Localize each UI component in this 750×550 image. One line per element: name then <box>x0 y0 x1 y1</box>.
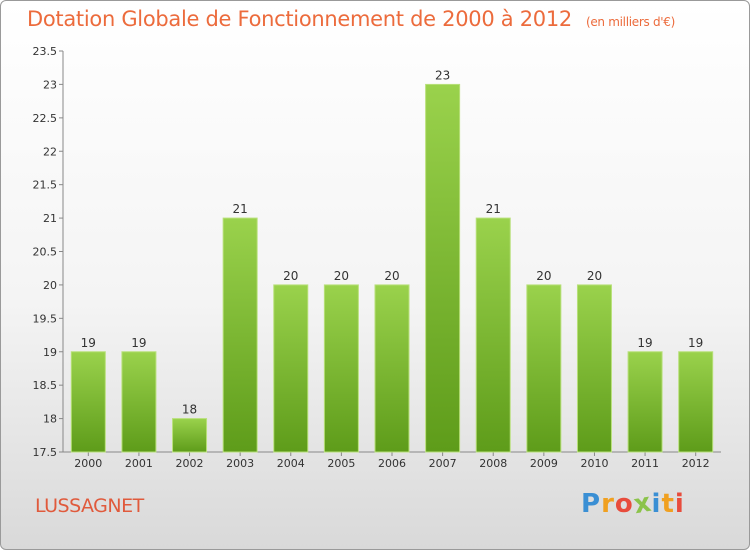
logo-letter: o <box>614 489 634 519</box>
y-tick-label: 22.5 <box>33 112 58 125</box>
x-tick-label-2005: 2005 <box>327 457 355 470</box>
x-tick-label-2001: 2001 <box>125 457 153 470</box>
value-label-2002: 18 <box>182 403 197 417</box>
value-label-2012: 19 <box>688 336 703 350</box>
bar-2006 <box>374 284 410 453</box>
bar-2012 <box>678 351 714 453</box>
x-tick-label-2009: 2009 <box>530 457 558 470</box>
chart-title: Dotation Globale de Fonctionnement de 20… <box>27 7 675 31</box>
y-tick-label: 19.5 <box>33 312 58 325</box>
bar-2001 <box>121 351 157 453</box>
y-tick-label: 20 <box>43 279 57 292</box>
bar-chart: 17.5 18 18.5 19 19.5 20 20.5 21 21.5 22 22.5 23 23.5… <box>33 45 721 470</box>
y-tick-label: 20.5 <box>33 246 58 259</box>
value-label-2011: 19 <box>637 336 652 350</box>
y-tick-label: 21 <box>43 212 57 225</box>
bar-2010 <box>576 284 612 453</box>
value-label-2003: 21 <box>233 202 248 216</box>
commune-name: LUSSAGNET <box>35 495 144 517</box>
y-tick-label: 17.5 <box>33 446 58 459</box>
x-tick-label-2000: 2000 <box>74 457 102 470</box>
y-tick-label: 18 <box>43 413 57 426</box>
bar-2005 <box>323 284 359 453</box>
logo-letter: i <box>674 489 685 519</box>
value-label-2004: 20 <box>283 269 298 283</box>
bar-2007 <box>425 83 461 453</box>
value-label-2005: 20 <box>334 269 349 283</box>
logo-letter: P <box>581 489 602 519</box>
y-tick-label: 22 <box>43 145 57 158</box>
axes: 17.5 18 18.5 19 19.5 20 20.5 21 21.5 22 22.5 23 23.5 <box>33 45 721 459</box>
y-tick-label: 18.5 <box>33 379 58 392</box>
y-tick-label: 21.5 <box>33 179 58 192</box>
x-tick-label-2006: 2006 <box>378 457 406 470</box>
bar-2011 <box>627 351 663 453</box>
labels: 19 2000 19 2001 18 2002 21 2003 20 2004 20 2005 20 20… <box>74 68 709 470</box>
x-tick-label-2003: 2003 <box>226 457 254 470</box>
logo-letter: i <box>651 489 662 519</box>
bar-2003 <box>222 217 258 453</box>
bar-2008 <box>475 217 511 453</box>
x-tick-label-2007: 2007 <box>429 457 457 470</box>
value-label-2001: 19 <box>131 336 146 350</box>
logo-letter: r <box>601 489 615 519</box>
bar-2000 <box>70 351 106 453</box>
value-label-2006: 20 <box>384 269 399 283</box>
value-label-2007: 23 <box>435 68 450 82</box>
x-tick-label-2004: 2004 <box>277 457 305 470</box>
bar-2004 <box>273 284 309 453</box>
bars <box>70 83 714 453</box>
bar-2002 <box>172 418 208 453</box>
bar-2009 <box>526 284 562 453</box>
x-tick-label-2012: 2012 <box>682 457 710 470</box>
value-label-2008: 21 <box>486 202 501 216</box>
y-tick-label: 19 <box>43 346 57 359</box>
chart-title-text: Dotation Globale de Fonctionnement de 20… <box>27 7 572 31</box>
proxiti-logo: Proxiti <box>581 488 685 521</box>
x-tick-label-2002: 2002 <box>176 457 204 470</box>
x-tick-label-2008: 2008 <box>479 457 507 470</box>
value-label-2000: 19 <box>81 336 96 350</box>
value-label-2010: 20 <box>587 269 602 283</box>
x-tick-label-2010: 2010 <box>580 457 608 470</box>
x-tick-label-2011: 2011 <box>631 457 659 470</box>
y-tick-label: 23 <box>43 78 57 91</box>
value-label-2009: 20 <box>536 269 551 283</box>
logo-letter: t <box>661 489 675 519</box>
y-tick-label: 23.5 <box>33 45 58 58</box>
chart-subtitle: (en milliers d'€) <box>585 15 675 29</box>
